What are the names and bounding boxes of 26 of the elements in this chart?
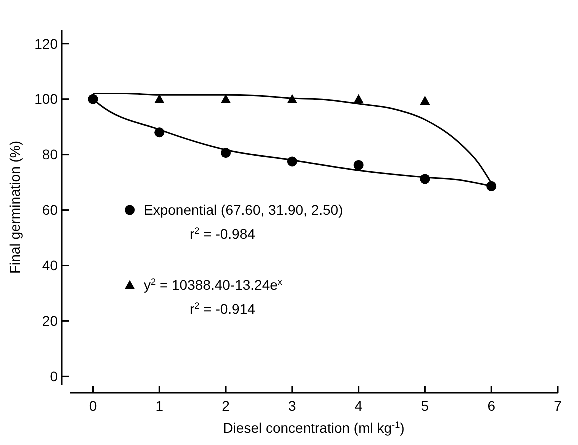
- x-axis-title: Diesel concentration (ml kg$^{-1}$): [223, 420, 405, 436]
- y-tick-label: 40: [42, 258, 58, 274]
- legend-label: Exponential (67.60, 31.90, 2.50): [144, 202, 344, 218]
- point: [420, 96, 430, 105]
- x-tick-label: 6: [488, 398, 496, 414]
- x-tick-label: 5: [421, 398, 430, 414]
- annotation: r$^{2}$ = -0.914: [190, 301, 256, 318]
- x-tick-label: 3: [288, 398, 297, 414]
- y-axis-title: Final germination (%): [7, 140, 23, 274]
- x-tick-label: 7: [554, 398, 562, 414]
- annotation: r$^{2}$ = -0.984: [190, 226, 256, 242]
- x-tick-label: 2: [222, 398, 230, 414]
- y-tick-label: 60: [42, 202, 58, 218]
- point: [354, 160, 364, 170]
- legend-label: y$^{2}$ = 10388.40-13.24e$^{x}$: [144, 277, 283, 294]
- x-tick-label: 4: [354, 398, 363, 414]
- x-tick-label: 1: [156, 398, 164, 414]
- y-tick-label: 0: [50, 368, 58, 385]
- point: [154, 94, 165, 104]
- y-tick-label: 20: [42, 313, 58, 330]
- y-tick-label: 80: [42, 146, 58, 163]
- y-tick-label: 100: [34, 91, 58, 108]
- point: [354, 94, 364, 104]
- x-tick-label: 0: [89, 398, 98, 414]
- y-tick-label: 120: [34, 36, 58, 52]
- point: [221, 94, 232, 104]
